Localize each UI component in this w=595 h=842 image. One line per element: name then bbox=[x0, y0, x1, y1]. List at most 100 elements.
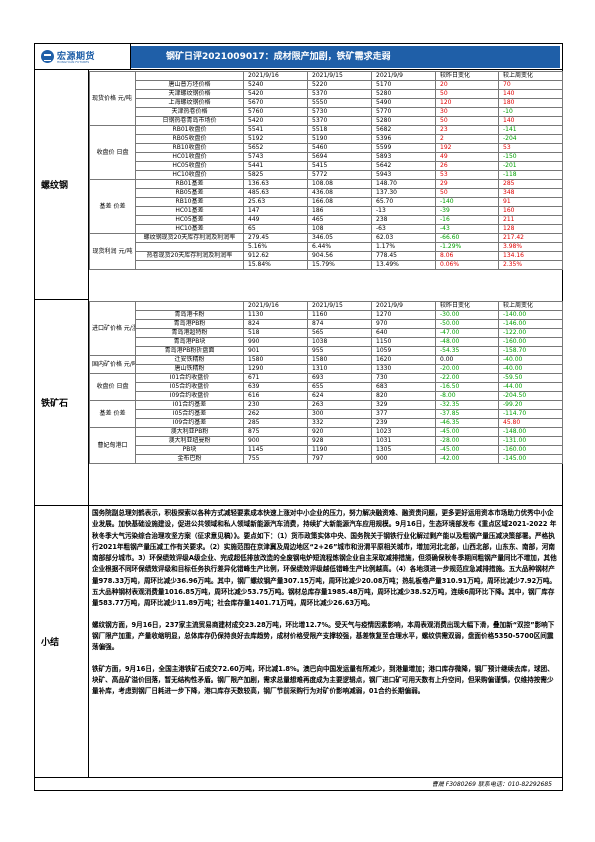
table-row: 15.84% 15.79% 13.49% 0.06% 2.35% bbox=[90, 260, 563, 270]
table-row: 基差 价差 RB01基差 136.63 108.08 148.70 29 285 bbox=[89, 179, 563, 234]
item-name-cell: 青岛港卡粉 bbox=[135, 310, 244, 320]
item-name-cell: HC05基差 bbox=[135, 215, 244, 225]
value-cell: 640 bbox=[371, 328, 436, 338]
value-cell: 192 bbox=[435, 143, 499, 153]
logo-text: 宏源期货 bbox=[57, 52, 96, 62]
value-cell: 874 bbox=[307, 319, 372, 329]
header-divider bbox=[130, 44, 131, 70]
value-cell: 5396 bbox=[371, 134, 436, 144]
value-cell: 0.06% bbox=[435, 260, 499, 270]
value-cell: 5280 bbox=[371, 116, 436, 126]
value-cell: 449 bbox=[243, 215, 308, 225]
table-row: I05合约收盘价 639 655 683 -16.50 -44.00 bbox=[90, 382, 563, 392]
column-header: 2021/9/16 bbox=[243, 301, 308, 311]
summary-paragraph-ore: 铁矿方面，9月16日，全国主港铁矿石成交72.60万吨，环比减1.8%。澳巴向中… bbox=[92, 664, 554, 696]
value-cell: 3.98% bbox=[498, 242, 563, 252]
value-cell: 616 bbox=[243, 391, 308, 401]
value-cell: 1290 bbox=[243, 364, 308, 374]
value-cell: 262 bbox=[243, 409, 308, 419]
value-cell: 1580 bbox=[243, 355, 308, 365]
item-name-cell: 唐山普方坯价格 bbox=[135, 80, 244, 90]
rebar-table-block: 现货价格 元/吨 2021/9/16 2021/9/15 2021/9/9 较昨日变化较… bbox=[89, 71, 563, 270]
table-row: 收盘价 日盘 RB01收盘价 5541 5518 5682 23 -141 bbox=[89, 125, 563, 180]
value-cell: -39 bbox=[435, 206, 499, 216]
table-row: HC01基差 147 186 -13 -39 160 bbox=[90, 206, 563, 216]
value-cell: 180 bbox=[498, 98, 563, 108]
value-cell: -44.00 bbox=[498, 382, 563, 392]
table-row: 青岛港卡粉 1130 1160 1270 -30.00 -140.00 bbox=[90, 310, 563, 320]
value-cell: 436.08 bbox=[307, 188, 372, 198]
value-cell: 5943 bbox=[371, 170, 436, 180]
table-row: 唐山铁精粉 1290 1310 1330 -20.00 -40.00 bbox=[90, 364, 563, 374]
value-cell: 5490 bbox=[371, 98, 436, 108]
value-cell: -150 bbox=[498, 152, 563, 162]
value-cell: 26 bbox=[435, 161, 499, 171]
table-row: 曹妃甸港口 澳大利亚PB粉 875 920 1023 -45.00 -148.00 bbox=[89, 427, 563, 464]
value-cell: -20.00 bbox=[435, 364, 499, 374]
table-row: 天津热卷价格 5760 5730 5770 30 -10 bbox=[90, 107, 563, 117]
value-cell: 1059 bbox=[371, 346, 436, 356]
value-cell: 6.44% bbox=[307, 242, 372, 252]
value-cell: 346.05 bbox=[307, 233, 372, 243]
value-cell: -30.00 bbox=[435, 310, 499, 320]
table-row: 青岛港超特粉 518 565 640 -47.00 -122.00 bbox=[90, 328, 563, 338]
table-row: RB05基差 485.63 436.08 137.30 50 348 bbox=[90, 188, 563, 198]
item-name-cell: HC01基差 bbox=[135, 206, 244, 216]
category-cell: 基差 价差 bbox=[89, 400, 136, 428]
table-row: 青岛港PB粉 824 874 970 -50.00 -146.00 bbox=[90, 319, 563, 329]
value-cell: 65.70 bbox=[371, 197, 436, 207]
value-cell: 50 bbox=[435, 188, 499, 198]
item-name-cell: HC01收盘价 bbox=[135, 152, 244, 162]
value-cell: -140 bbox=[435, 197, 499, 207]
value-cell: -158.70 bbox=[498, 346, 563, 356]
value-cell: 128 bbox=[498, 224, 563, 234]
value-cell: 5730 bbox=[307, 107, 372, 117]
value-cell: 160 bbox=[498, 206, 563, 216]
value-cell: 279.45 bbox=[243, 233, 308, 243]
value-cell: 1150 bbox=[371, 337, 436, 347]
value-cell: 1620 bbox=[371, 355, 436, 365]
value-cell: 5170 bbox=[371, 80, 436, 90]
value-cell: 990 bbox=[243, 337, 308, 347]
value-cell: 1.17% bbox=[371, 242, 436, 252]
value-cell: -160.00 bbox=[498, 337, 563, 347]
value-cell: 136.63 bbox=[243, 179, 308, 189]
item-name-cell: RB01收盘价 bbox=[135, 125, 244, 135]
value-cell: 5760 bbox=[243, 107, 308, 117]
table-row: RB10收盘价 5652 5460 5599 192 53 bbox=[90, 143, 563, 153]
value-cell: 928 bbox=[307, 436, 372, 446]
value-cell: 5772 bbox=[307, 170, 372, 180]
table-row: 上海螺纹钢价格 5670 5550 5490 120 180 bbox=[90, 98, 563, 108]
table-row: HC10收盘价 5825 5772 5943 53 -118 bbox=[90, 170, 563, 180]
value-cell: 904.56 bbox=[307, 251, 372, 261]
value-cell: 329 bbox=[371, 400, 436, 410]
value-cell: -28.00 bbox=[435, 436, 499, 446]
value-cell: 1023 bbox=[371, 427, 436, 437]
value-cell: -37.85 bbox=[435, 409, 499, 419]
value-cell: 730 bbox=[371, 373, 436, 383]
value-cell: 108 bbox=[307, 224, 372, 234]
value-cell: 820 bbox=[371, 391, 436, 401]
value-cell: -45.00 bbox=[435, 427, 499, 437]
value-cell: 1305 bbox=[371, 445, 436, 455]
value-cell: 5599 bbox=[371, 143, 436, 153]
value-cell: 2.35% bbox=[498, 260, 563, 270]
column-header: 较昨日变化 bbox=[435, 71, 499, 81]
category-cell: 进口矿价格 元/湿吨 bbox=[89, 301, 136, 356]
table-row: 基差 价差 I01合约基差 230 263 329 -32.35 -99.20 bbox=[89, 400, 563, 428]
value-cell: 30 bbox=[435, 107, 499, 117]
column-header: 2021/9/9 bbox=[371, 301, 436, 311]
value-cell: 62.03 bbox=[371, 233, 436, 243]
value-cell: 565 bbox=[307, 328, 372, 338]
value-cell: 285 bbox=[498, 179, 563, 189]
table-header-row: 现货价格 元/吨 2021/9/16 2021/9/15 2021/9/9 较昨日变化较… bbox=[89, 71, 563, 126]
value-cell: -16.50 bbox=[435, 382, 499, 392]
value-cell: 1190 bbox=[307, 445, 372, 455]
value-cell: 13.49% bbox=[371, 260, 436, 270]
value-cell: 29 bbox=[435, 179, 499, 189]
value-cell: -54.35 bbox=[435, 346, 499, 356]
value-cell: 1145 bbox=[243, 445, 308, 455]
item-name-cell: 青岛港超特粉 bbox=[135, 328, 244, 338]
summary-paragraph-rebar: 螺纹钢方面，9月16日，237家主流贸易商建材成交23.28万吨，环比增12.7… bbox=[92, 620, 555, 652]
value-cell: 263 bbox=[307, 400, 372, 410]
